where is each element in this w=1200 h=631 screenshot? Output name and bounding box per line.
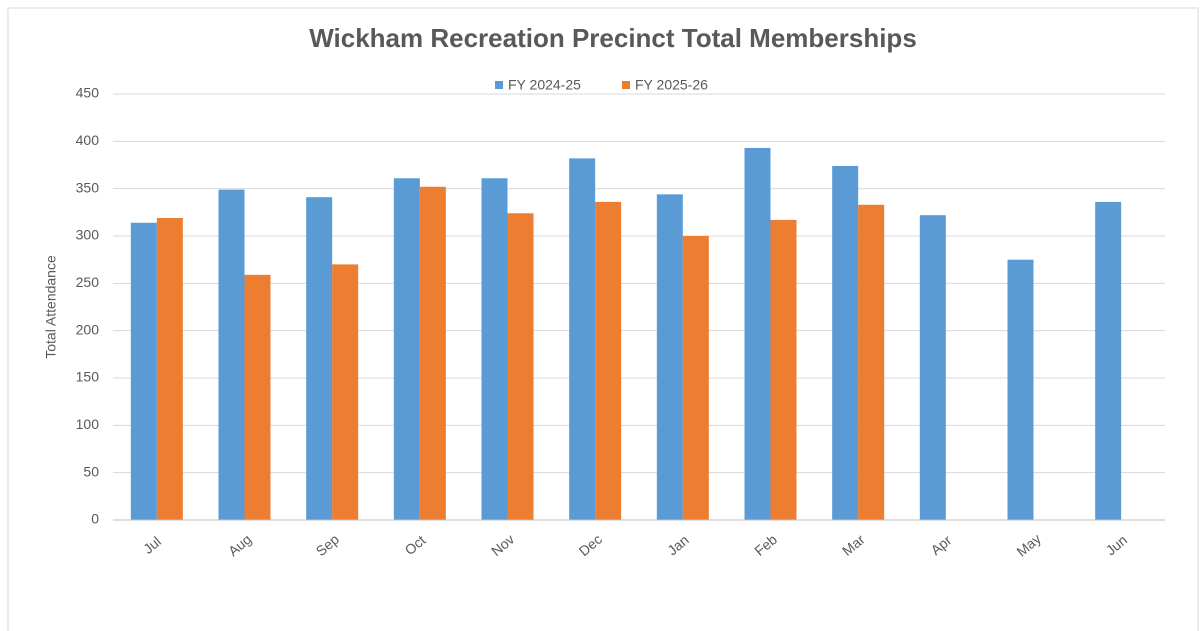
legend-label: FY 2024-25 [508, 77, 581, 93]
y-tick-label: 400 [76, 132, 100, 148]
y-tick-label: 150 [76, 369, 100, 385]
bar [332, 264, 359, 520]
bar [682, 236, 709, 520]
bar [393, 178, 420, 520]
legend-marker [495, 81, 503, 89]
y-tick-label: 100 [76, 416, 100, 432]
bar [1095, 201, 1122, 521]
bar [858, 204, 885, 520]
legend-marker [622, 81, 630, 89]
bar [306, 197, 333, 521]
bar [770, 219, 797, 520]
bar [481, 178, 508, 520]
bar [832, 165, 859, 521]
y-tick-label: 200 [76, 321, 100, 337]
bar [218, 189, 245, 520]
y-tick-label: 350 [76, 179, 100, 195]
chart-title: Wickham Recreation Precinct Total Member… [309, 23, 917, 53]
bar [156, 218, 183, 520]
y-tick-label: 450 [76, 85, 100, 101]
legend-label: FY 2025-26 [635, 77, 708, 93]
bar [419, 186, 446, 521]
bar [244, 274, 271, 520]
bar [130, 222, 157, 520]
bar [919, 215, 946, 520]
y-tick-label: 50 [83, 463, 99, 479]
bar [744, 147, 771, 520]
bar [569, 158, 596, 520]
bar [1007, 259, 1034, 520]
y-tick-label: 300 [76, 227, 100, 243]
y-axis-label: Total Attendance [43, 255, 59, 359]
y-tick-label: 0 [91, 511, 99, 527]
bar [656, 194, 683, 520]
y-tick-label: 250 [76, 274, 100, 290]
bar [595, 201, 622, 521]
bar [507, 213, 534, 520]
